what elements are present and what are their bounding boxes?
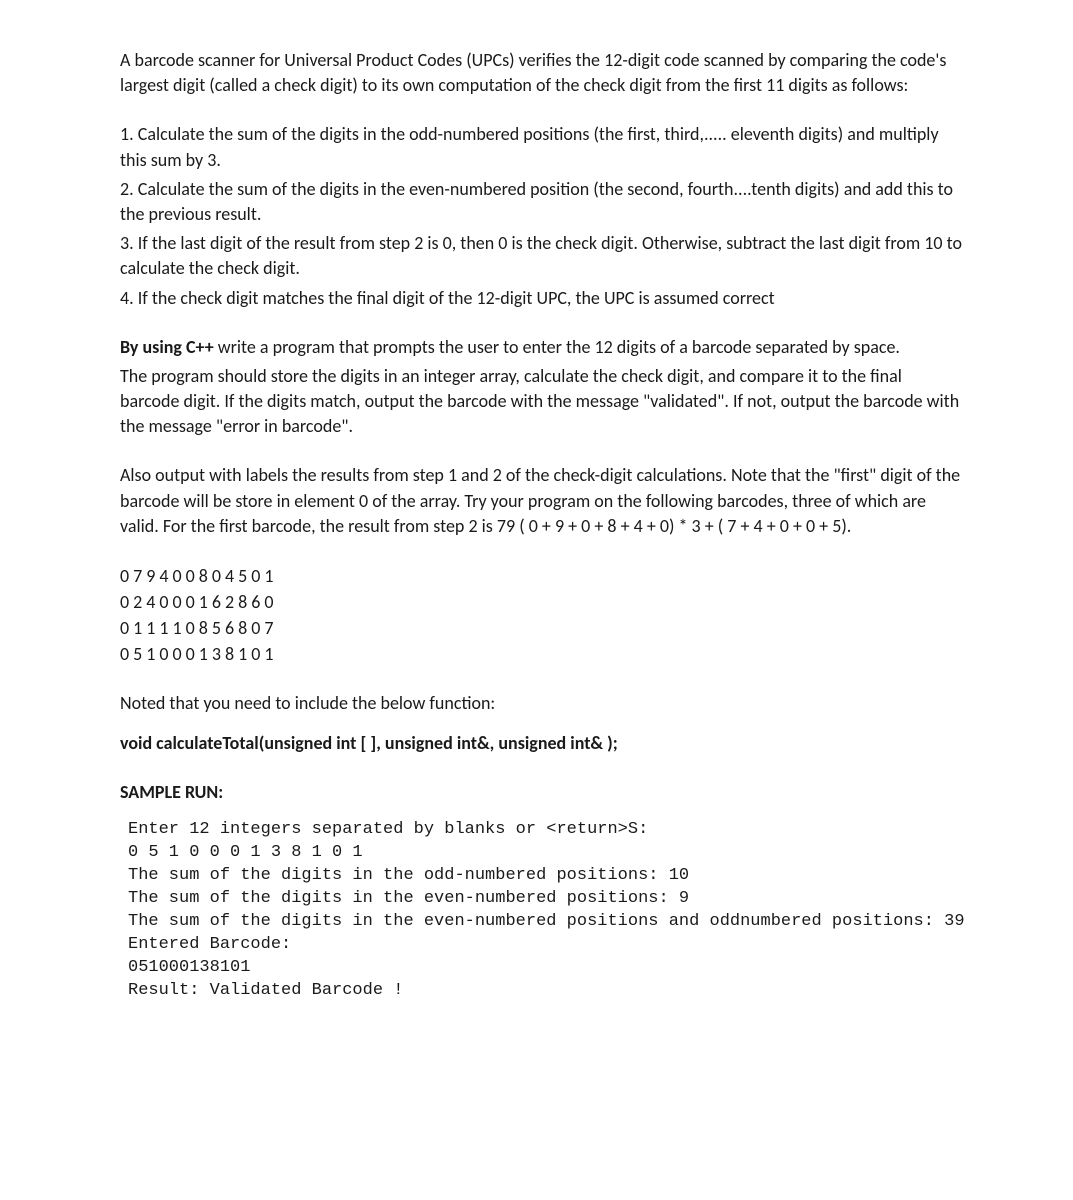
function-signature: void calculateTotal(unsigned int [ ], un…	[120, 731, 963, 756]
sample-run-output: Enter 12 integers separated by blanks or…	[128, 819, 963, 1003]
barcode-1: 079400804501	[120, 563, 963, 589]
sample-line-3: The sum of the digits in the odd-numbere…	[128, 866, 689, 885]
task-lead-bold: By using C++	[120, 336, 214, 358]
sample-run-label: SAMPLE RUN:	[120, 780, 963, 805]
barcode-list: 079400804501 024000162860 011110856807 0…	[120, 563, 963, 667]
task-lead: By using C++ write a program that prompt…	[120, 335, 963, 360]
step-4: 4. If the check digit matches the final …	[120, 286, 963, 311]
barcode-3: 011110856807	[120, 615, 963, 641]
task-block: By using C++ write a program that prompt…	[120, 335, 963, 440]
note-paragraph: Noted that you need to include the below…	[120, 691, 963, 716]
step-3: 3. If the last digit of the result from …	[120, 231, 963, 281]
sample-line-5: The sum of the digits in the even-number…	[128, 912, 965, 931]
sample-line-1: Enter 12 integers separated by blanks or…	[128, 820, 648, 839]
sample-line-6: Entered Barcode:	[128, 935, 291, 954]
also-paragraph: Also output with labels the results from…	[120, 463, 963, 539]
step-1: 1. Calculate the sum of the digits in th…	[120, 122, 963, 172]
steps-block: 1. Calculate the sum of the digits in th…	[120, 122, 963, 310]
sample-line-2: 0 5 1 0 0 0 1 3 8 1 0 1	[128, 843, 363, 862]
document-page: A barcode scanner for Universal Product …	[0, 0, 1073, 1200]
step-2: 2. Calculate the sum of the digits in th…	[120, 177, 963, 227]
intro-paragraph: A barcode scanner for Universal Product …	[120, 48, 963, 98]
task-lead-rest: write a program that prompts the user to…	[214, 336, 900, 358]
task-detail: The program should store the digits in a…	[120, 364, 963, 440]
sample-line-8: Result: Validated Barcode !	[128, 981, 403, 1000]
sample-line-7: 051000138101	[128, 958, 250, 977]
barcode-2: 024000162860	[120, 589, 963, 615]
sample-line-4: The sum of the digits in the even-number…	[128, 889, 689, 908]
barcode-4: 051000138101	[120, 641, 963, 667]
